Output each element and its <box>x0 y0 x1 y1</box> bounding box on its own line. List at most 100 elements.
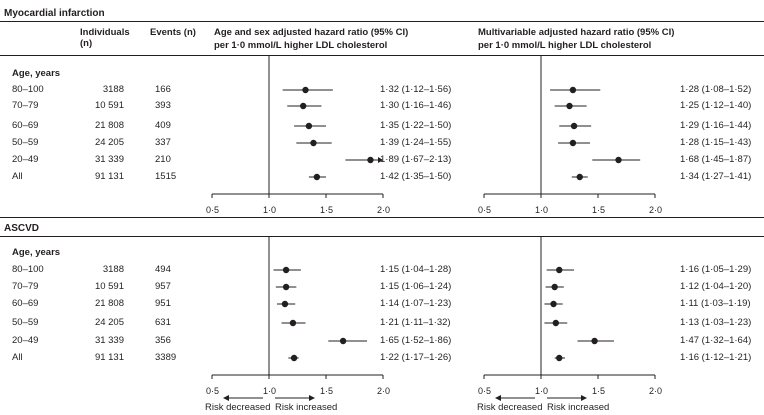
row-individuals: 21 808 <box>94 298 124 309</box>
row-individuals: 31 339 <box>94 154 124 165</box>
hr-label: 1·16 (1·12–1·21) <box>680 352 752 363</box>
x-tick-label: 1·0 <box>263 205 277 215</box>
hr-point <box>556 354 563 362</box>
hr-label: 1·68 (1·45–1·87) <box>680 154 752 165</box>
row-events: 3389 <box>155 352 177 363</box>
header-hr-age-sex-sub: per 1·0 mmol/L higher LDL cholesterol <box>214 40 388 51</box>
row-category: 60–69 <box>12 298 39 309</box>
hr-label: 1·15 (1·06–1·24) <box>380 281 452 292</box>
hr-point <box>566 102 573 110</box>
hr-label: 1·22 (1·17–1·26) <box>380 352 452 363</box>
x-tick-label: 2·0 <box>649 205 663 215</box>
hr-point <box>550 300 557 308</box>
row-category: 80–100 <box>12 84 44 95</box>
hr-point <box>551 283 558 291</box>
row-individuals: 24 205 <box>94 137 124 148</box>
row-category: 70–79 <box>12 100 39 111</box>
hr-point <box>300 102 307 110</box>
hr-label: 1·89 (1·67–2·13) <box>380 154 452 165</box>
row-events: 210 <box>155 154 171 165</box>
x-tick-label: 1·0 <box>263 386 277 396</box>
row-individuals: 10 591 <box>94 100 124 111</box>
hr-point <box>569 139 577 147</box>
hr-label: 1·47 (1·32–1·64) <box>680 335 752 346</box>
row-events: 337 <box>155 137 171 148</box>
panel-title-mi: Myocardial infarction <box>4 8 105 19</box>
panel-title-ascvd: ASCVD <box>4 223 40 234</box>
hr-label: 1·28 (1·08–1·52) <box>680 84 752 95</box>
row-category: 20–49 <box>12 335 39 346</box>
row-events: 494 <box>155 264 171 275</box>
row-events: 951 <box>155 298 171 309</box>
ascvd-header-rule <box>0 236 764 237</box>
row-category: 80–100 <box>12 264 44 275</box>
row-events: 409 <box>155 120 171 131</box>
x-tick-label: 1·5 <box>592 205 606 215</box>
row-category: 50–59 <box>12 317 39 328</box>
hr-point <box>310 139 317 147</box>
hr-point <box>339 337 347 345</box>
x-tick-label: 1·5 <box>320 386 334 396</box>
row-individuals: 10 591 <box>94 281 124 292</box>
hr-point <box>305 122 313 130</box>
hr-label: 1·34 (1·27–1·41) <box>680 171 752 182</box>
hr-label: 1·30 (1·16–1·46) <box>380 100 452 111</box>
hr-point <box>569 86 577 94</box>
risk-decreased-label: Risk decreased <box>205 402 271 413</box>
x-tick-label: 2·0 <box>377 205 391 215</box>
risk-increased-label: Risk increased <box>547 402 610 413</box>
header-events: Events (n) <box>150 27 196 38</box>
hr-point <box>289 319 297 327</box>
hr-point <box>615 156 622 164</box>
x-tick-label: 2·0 <box>377 386 391 396</box>
x-tick-label: 0·5 <box>206 205 220 215</box>
risk-increased-label: Risk increased <box>275 402 338 413</box>
hr-point <box>591 337 598 345</box>
hr-point <box>556 266 563 274</box>
row-individuals: 91 131 <box>94 352 124 363</box>
hr-point <box>282 266 290 274</box>
age-heading-mi: Age, years <box>12 68 61 79</box>
hr-label: 1·29 (1·16–1·44) <box>680 120 752 131</box>
hr-label: 1·39 (1·24–1·55) <box>380 137 452 148</box>
hr-point <box>290 354 298 362</box>
row-events: 1515 <box>155 171 177 182</box>
hr-label: 1·16 (1·05–1·29) <box>680 264 752 275</box>
hr-label: 1·28 (1·15–1·43) <box>680 137 752 148</box>
header-rule <box>0 55 764 56</box>
hr-point <box>302 86 309 94</box>
age-heading-ascvd: Age, years <box>12 247 61 258</box>
x-tick-label: 1·0 <box>535 386 549 396</box>
header-hr-multi: Multivariable adjusted hazard ratio (95%… <box>478 27 675 38</box>
hr-label: 1·35 (1·22–1·50) <box>380 120 452 131</box>
row-category: 20–49 <box>12 154 39 165</box>
hr-point <box>552 319 560 327</box>
row-events: 393 <box>155 100 171 111</box>
x-tick-label: 0·5 <box>206 386 220 396</box>
x-tick-label: 2·0 <box>649 386 663 396</box>
row-events: 631 <box>155 317 171 328</box>
risk-decreased-label: Risk decreased <box>477 402 543 413</box>
risk-decreased-arrowhead <box>495 395 501 401</box>
hr-label: 1·25 (1·12–1·40) <box>680 100 752 111</box>
x-tick-label: 0·5 <box>478 386 492 396</box>
row-individuals: 24 205 <box>94 317 124 328</box>
row-individuals: 3188 <box>102 84 124 95</box>
hr-label: 1·32 (1·12–1·56) <box>380 84 452 95</box>
hr-point <box>281 300 289 308</box>
hr-label: 1·14 (1·07–1·23) <box>380 298 452 309</box>
hr-label: 1·15 (1·04–1·28) <box>380 264 452 275</box>
header-individuals: Individuals (n) <box>80 27 130 49</box>
hr-point <box>367 156 374 164</box>
row-individuals: 31 339 <box>94 335 124 346</box>
section-rule <box>0 217 764 218</box>
hr-point <box>576 173 583 181</box>
row-events: 356 <box>155 335 171 346</box>
x-tick-label: 1·0 <box>535 205 549 215</box>
hr-label: 1·21 (1·11–1·32) <box>380 317 451 328</box>
risk-increased-arrowhead <box>309 395 315 401</box>
row-category: All <box>12 171 23 182</box>
row-individuals: 91 131 <box>94 171 124 182</box>
ci-overflow-arrow <box>378 157 383 163</box>
